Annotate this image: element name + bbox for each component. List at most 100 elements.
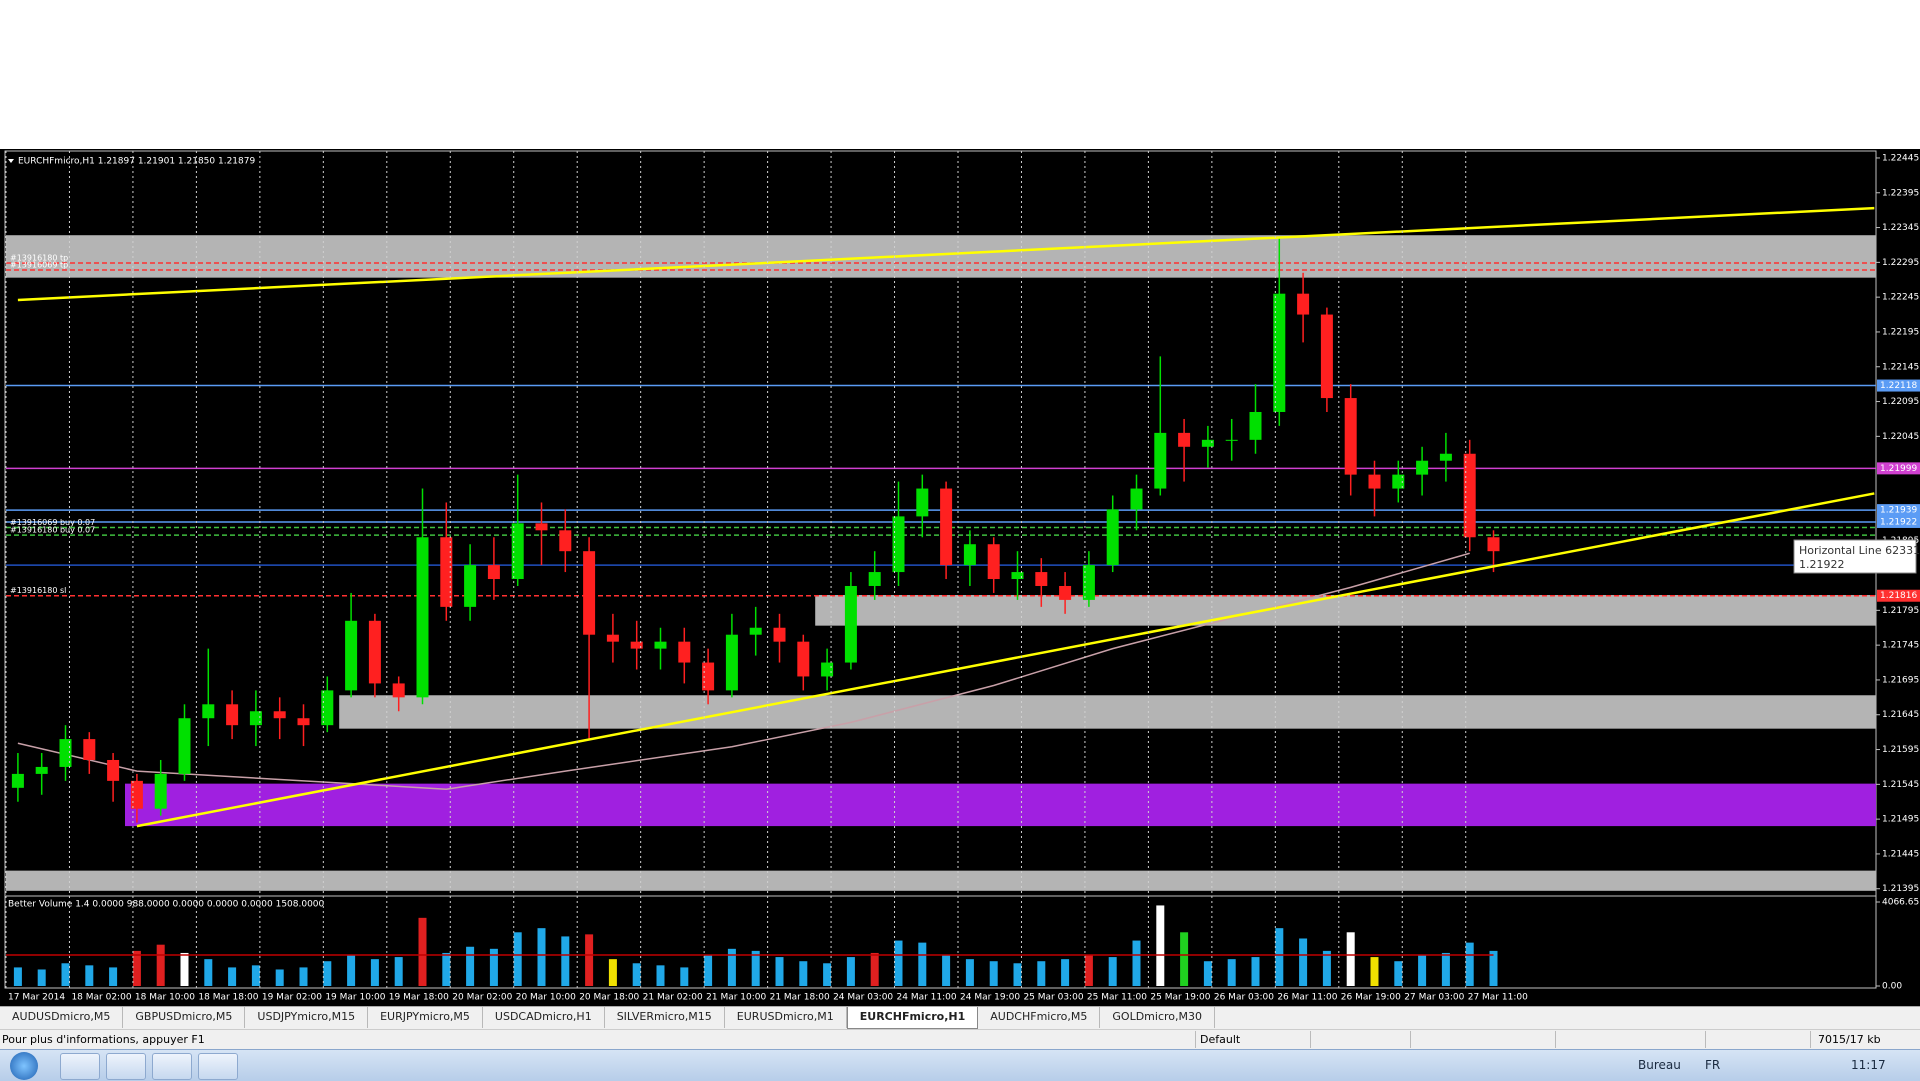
volume-bar bbox=[1418, 955, 1427, 986]
volume-bar bbox=[1108, 957, 1117, 986]
x-tick-label: 25 Mar 11:00 bbox=[1087, 993, 1147, 1003]
volume-bar bbox=[704, 955, 713, 986]
candle-body bbox=[130, 780, 143, 809]
candle-body bbox=[1273, 293, 1286, 412]
candle-body bbox=[940, 488, 953, 566]
candle-body bbox=[511, 523, 524, 580]
taskbar-icon[interactable] bbox=[198, 1053, 238, 1080]
candle-body bbox=[35, 766, 48, 774]
x-tick-label: 17 Mar 2014 bbox=[8, 993, 65, 1003]
price-label-bg bbox=[1877, 379, 1920, 392]
tab[interactable]: USDJPYmicro,M15 bbox=[245, 1007, 369, 1028]
volume-bar bbox=[418, 917, 427, 986]
volume-bar bbox=[632, 963, 641, 986]
x-tick-label: 18 Mar 10:00 bbox=[135, 993, 195, 1003]
candle-body bbox=[1130, 488, 1143, 510]
volume-bar bbox=[1275, 928, 1284, 986]
volume-bar bbox=[1299, 938, 1308, 986]
tab[interactable]: EURJPYmicro,M5 bbox=[368, 1007, 483, 1028]
x-tick-label: 25 Mar 19:00 bbox=[1150, 993, 1210, 1003]
order-label: #13916180 buy 0.07 bbox=[10, 526, 95, 535]
price-label: 1.21922 bbox=[1880, 517, 1917, 527]
tab[interactable]: SILVERmicro,M15 bbox=[605, 1007, 725, 1028]
volume-bar bbox=[1037, 961, 1046, 986]
price-label-bg bbox=[1877, 504, 1920, 517]
volume-bar bbox=[1346, 932, 1355, 986]
taskbar-language[interactable]: FR bbox=[1705, 1058, 1721, 1072]
volume-bar bbox=[323, 961, 332, 986]
indicator-label: Better Volume 1.4 0.0000 988.0000 0.0000… bbox=[8, 900, 325, 910]
taskbar: Bureau FR 11:17 bbox=[0, 1049, 1920, 1081]
volume-bar bbox=[1227, 959, 1236, 986]
volume-bar bbox=[894, 940, 903, 986]
y-tick-label: 0.00 bbox=[1882, 982, 1902, 992]
candle-body bbox=[606, 634, 619, 642]
volume-bar bbox=[275, 969, 284, 986]
volume-bar bbox=[1013, 963, 1022, 986]
taskbar-icon[interactable] bbox=[106, 1053, 146, 1080]
tab-active[interactable]: EURCHFmicro,H1 bbox=[846, 1007, 979, 1029]
tab[interactable]: AUDUSDmicro,M5 bbox=[0, 1007, 124, 1028]
y-tick-label: 1.22445 bbox=[1882, 153, 1919, 163]
y-tick-label: 1.21395 bbox=[1882, 884, 1919, 894]
volume-bar bbox=[799, 961, 808, 986]
candle-body bbox=[297, 718, 310, 726]
order-label: #13916180 sl bbox=[10, 586, 66, 595]
price-label: 1.21999 bbox=[1880, 464, 1917, 474]
chart-tabs: AUDUSDmicro,M5 GBPUSDmicro,M5 USDJPYmicr… bbox=[0, 1006, 1920, 1029]
candle-body bbox=[678, 641, 691, 663]
x-tick-label: 18 Mar 02:00 bbox=[71, 993, 131, 1003]
tab[interactable]: EURUSDmicro,M1 bbox=[725, 1007, 847, 1028]
volume-bar bbox=[132, 950, 141, 986]
candle-body bbox=[1392, 474, 1405, 489]
candle-body bbox=[963, 544, 976, 566]
candle-body bbox=[1344, 398, 1357, 475]
volume-bar bbox=[1322, 950, 1331, 986]
taskbar-desktop[interactable]: Bureau bbox=[1638, 1058, 1681, 1072]
candle-body bbox=[797, 641, 810, 677]
volume-bar bbox=[656, 965, 665, 986]
candle-body bbox=[916, 488, 929, 517]
taskbar-icon[interactable] bbox=[60, 1053, 100, 1080]
tab[interactable]: USDCADmicro,H1 bbox=[483, 1007, 605, 1028]
volume-bar bbox=[61, 963, 70, 986]
taskbar-icon[interactable] bbox=[152, 1053, 192, 1080]
status-profile: Default bbox=[1200, 1033, 1241, 1046]
zone bbox=[125, 783, 1876, 827]
volume-bar bbox=[204, 959, 213, 986]
x-tick-label: 25 Mar 03:00 bbox=[1023, 993, 1083, 1003]
volume-bar bbox=[537, 928, 546, 986]
y-tick-label: 1.22245 bbox=[1882, 293, 1919, 303]
taskbar-clock: 11:17 bbox=[1851, 1058, 1886, 1072]
chart-window: #13916180 tp#13916069 tp #13916069 buy 0.… bbox=[0, 149, 1920, 1006]
candle-body bbox=[583, 551, 596, 635]
tooltip: Horizontal Line 62331 1.21922 bbox=[1793, 539, 1920, 574]
y-tick-label: 1.22295 bbox=[1882, 258, 1919, 268]
volume-bar bbox=[1156, 905, 1165, 986]
trendline bbox=[136, 492, 1875, 828]
candle-body bbox=[368, 620, 381, 684]
volume-bar bbox=[965, 959, 974, 986]
volume-bar bbox=[989, 961, 998, 986]
volume-bar bbox=[299, 967, 308, 986]
y-tick-label: 1.21745 bbox=[1882, 641, 1919, 651]
y-tick-label: 1.21545 bbox=[1882, 780, 1919, 790]
candle-body bbox=[1463, 453, 1476, 538]
x-tick-label: 21 Mar 02:00 bbox=[643, 993, 703, 1003]
price-label-bg bbox=[1877, 462, 1920, 475]
tab[interactable]: GOLDmicro,M30 bbox=[1100, 1007, 1216, 1028]
candle-body bbox=[1154, 432, 1167, 489]
separator bbox=[1410, 1031, 1411, 1048]
candle-body bbox=[1082, 565, 1095, 600]
start-button[interactable] bbox=[10, 1052, 38, 1080]
candle-body bbox=[654, 641, 667, 649]
tab[interactable]: AUDCHFmicro,M5 bbox=[978, 1007, 1101, 1028]
x-tick-label: 26 Mar 03:00 bbox=[1214, 993, 1274, 1003]
candle-body bbox=[1035, 572, 1048, 586]
tab[interactable]: GBPUSDmicro,M5 bbox=[123, 1007, 246, 1028]
volume-bar bbox=[1465, 942, 1474, 986]
tooltip-box bbox=[1793, 539, 1917, 574]
price-label: 1.21939 bbox=[1880, 506, 1917, 516]
y-tick-label: 1.22095 bbox=[1882, 397, 1919, 407]
